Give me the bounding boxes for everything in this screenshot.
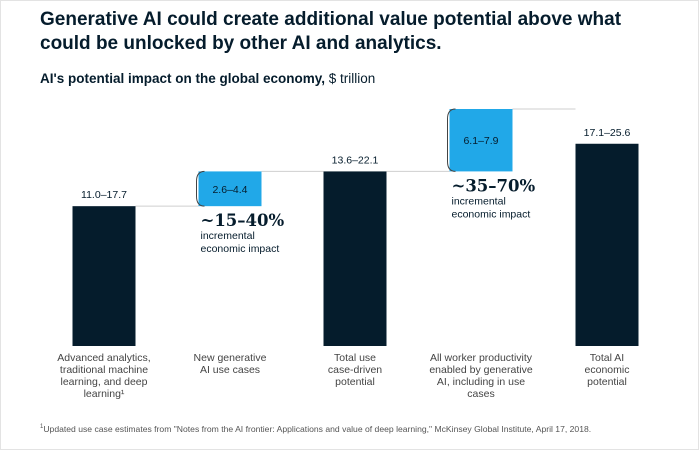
annotation-text-1-line-2: economic impact <box>201 243 280 255</box>
footnote-mark: 1 <box>40 424 44 431</box>
category-label-3-line-2: case-driven <box>328 364 382 376</box>
category-label-2-line-1: New generative <box>194 352 267 364</box>
annotation-text-2-line-1: incremental <box>452 195 506 207</box>
category-label-5-line-2: economic <box>585 364 630 376</box>
category-label-1-line-2: traditional machine <box>60 364 148 376</box>
waterfall-chart: 11.0–17.7 2.6–4.4 13.6–22.1 6.1–7.9 17.1–25.… <box>57 108 639 400</box>
category-label-1-line-4: learning¹ <box>84 388 125 400</box>
annotation-text-2-line-2: economic impact <box>452 208 531 220</box>
category-label-5-line-3: potential <box>587 376 627 388</box>
bar-5 <box>575 143 639 346</box>
value-label-5: 17.1–25.6 <box>584 127 631 139</box>
category-label-2-line-2: AI use cases <box>200 364 260 376</box>
percent-annotation-2: ~35–70% <box>452 176 536 195</box>
bar-3 <box>323 171 387 346</box>
category-label-3-line-3: potential <box>335 376 375 388</box>
category-label-5-line-1: Total AI <box>590 352 624 364</box>
category-label-4-line-2: enabled by generative <box>429 364 532 376</box>
value-label-4: 6.1–7.9 <box>463 135 498 147</box>
footnote-text: Updated use case estimates from "Notes f… <box>43 424 592 434</box>
category-label-3-line-1: Total use <box>334 352 376 364</box>
chart-subtitle: AI's potential impact on the global econ… <box>40 71 375 86</box>
value-label-2: 2.6–4.4 <box>212 184 247 196</box>
chart-title: Generative AI could create additional va… <box>40 9 622 54</box>
bar-1 <box>72 206 136 346</box>
value-label-1: 11.0–17.7 <box>81 189 127 201</box>
category-label-4-line-3: AI, including in use <box>437 376 525 388</box>
brace-2 <box>447 108 456 172</box>
percent-annotation-1: ~15–40% <box>201 211 285 230</box>
footnote: 1Updated use case estimates from "Notes … <box>40 424 591 434</box>
brace-1 <box>196 170 205 207</box>
category-label-1-line-3: learning, and deep <box>61 376 148 388</box>
bar-4 <box>449 109 513 172</box>
category-label-4-line-1: All worker productivity <box>430 352 533 364</box>
annotation-text-1-line-1: incremental <box>201 230 255 242</box>
value-label-3: 13.6–22.1 <box>332 154 379 166</box>
category-label-1-line-1: Advanced analytics, <box>57 352 150 364</box>
category-label-4-line-4: cases <box>467 388 494 400</box>
subtitle-bold: AI's potential impact on the global econ… <box>40 71 325 86</box>
bar-2 <box>198 171 262 207</box>
subtitle-unit: $ trillion <box>328 71 376 86</box>
